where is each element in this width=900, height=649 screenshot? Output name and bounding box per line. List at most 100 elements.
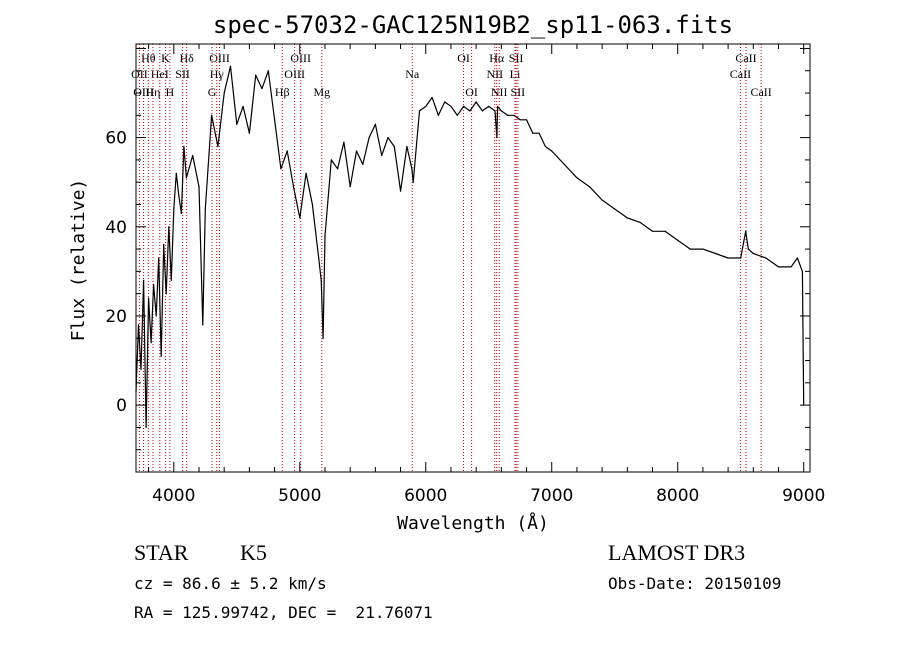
spectrum-point-58 (406, 145, 408, 148)
x-tick-label-6000: 6000 (404, 486, 447, 506)
spectrum-point-26 (217, 145, 219, 148)
chart-title: spec-57032-GAC125N19B2_sp11-063.fits (213, 11, 733, 39)
spectrum-point-14 (170, 279, 172, 281)
spectrum-point-50 (355, 150, 358, 152)
spectrum-point-79 (519, 119, 521, 121)
spectrum-point-80 (525, 119, 528, 121)
spectrum-point-54 (381, 154, 383, 157)
spectrum-point-3 (142, 279, 145, 281)
spectrum-point-61 (418, 110, 421, 112)
spectrum-point-32 (255, 74, 257, 76)
spectrum-point-15 (173, 208, 175, 210)
spectrum-point-43 (320, 279, 322, 281)
spectrum-point-97 (714, 252, 717, 255)
spectrum-line-0 (135, 65, 805, 428)
line-label-13: OIII (284, 67, 305, 81)
line-label-27: CaII (750, 85, 771, 99)
spectrum-point-106 (796, 257, 799, 259)
spectrum-point-8 (155, 315, 157, 317)
spectrum-point-17 (178, 194, 180, 197)
emission-line-markers: Hθ OII OIII K HeI Hη H Hδ SII OIII Hγ G OIII OIII Hβ Mg… (131, 44, 772, 472)
line-label-10: Hγ (210, 67, 225, 81)
spectrum-point-74 (496, 137, 498, 139)
spectrum-point-33 (261, 87, 263, 90)
spectrum-point-11 (163, 244, 165, 246)
spectrum-point-36 (280, 168, 282, 170)
line-label-0: Hθ (141, 51, 156, 65)
spectrum-point-30 (242, 105, 244, 108)
y-tick-label-20: 20 (105, 307, 127, 327)
spectrum-point-64 (437, 114, 439, 116)
spectrum-point-63 (431, 96, 433, 99)
line-label-1: OII (131, 67, 148, 81)
spectrum-point-47 (336, 168, 339, 170)
spectrum-point-28 (229, 65, 232, 67)
spectrum-point-71 (481, 110, 484, 112)
spectrum-point-68 (462, 105, 465, 108)
spectrum-point-29 (236, 123, 238, 125)
spectrum-point-20 (185, 177, 187, 179)
x-tick-label-9000: 9000 (782, 486, 825, 506)
spectrum-point-73 (494, 110, 496, 112)
spectrum-point-46 (330, 159, 332, 161)
spectrum-point-65 (444, 101, 446, 103)
spectrum-point-66 (450, 105, 452, 108)
line-label-7: Hδ (179, 51, 194, 65)
spectrum-point-84 (551, 150, 553, 152)
line-label-6: H (166, 85, 175, 99)
spectrum-point-18 (180, 212, 182, 215)
spectrum-point-100 (745, 230, 747, 232)
spectrum-point-81 (532, 132, 534, 134)
spectrum-point-6 (150, 342, 152, 344)
line-label-12: OIII (290, 51, 311, 65)
x-axis-label: Wavelength (Å) (397, 512, 549, 534)
spectrum-point-19 (183, 145, 185, 148)
spectrum-point-93 (664, 230, 666, 232)
survey-name: LAMOST DR3 (608, 540, 746, 565)
spectrum-point-51 (362, 163, 364, 165)
line-label-17: OI (457, 51, 470, 65)
line-label-3: K (161, 51, 170, 65)
spectrum-point-94 (677, 239, 679, 241)
spectrum-point-45 (324, 235, 326, 237)
x-tick-label-7000: 7000 (530, 486, 573, 506)
spectrum-point-107 (801, 270, 804, 272)
spectrum-point-72 (488, 105, 490, 108)
spectrum-point-104 (777, 266, 780, 268)
line-label-26: CaII (730, 67, 751, 81)
object-subclass: K5 (240, 540, 267, 565)
spectrum-point-99 (740, 257, 742, 259)
spectrum-point-40 (305, 172, 307, 174)
x-tick-label-8000: 8000 (656, 486, 699, 506)
y-axis: 0 20 40 60 (105, 47, 810, 451)
object-class: STAR (134, 540, 189, 565)
spectrum-point-95 (689, 248, 691, 250)
coordinates-readout: RA = 125.99742, DEC = 21.76071 (134, 603, 433, 622)
y-tick-label-60: 60 (105, 129, 127, 149)
line-label-23: NII (491, 85, 508, 99)
x-tick-label-5000: 5000 (278, 486, 321, 506)
line-label-19: Hα (489, 51, 505, 65)
line-label-18: OI (465, 85, 478, 99)
spectrum-point-62 (425, 105, 427, 108)
line-label-25: CaII (735, 51, 756, 65)
spectrum-point-53 (374, 123, 376, 125)
spectrum-point-49 (349, 186, 351, 188)
spectrum-point-12 (165, 293, 167, 295)
spectrum-point-82 (538, 132, 540, 134)
spectrum-point-48 (343, 141, 345, 143)
line-label-21: NII (486, 67, 503, 81)
spectrum-point-42 (318, 257, 320, 259)
spectrum-point-77 (507, 114, 509, 116)
spectrum-point-9 (158, 257, 160, 259)
x-tick-label-4000: 4000 (152, 486, 195, 506)
spectrum-point-10 (160, 355, 162, 357)
spectrum-point-38 (292, 186, 295, 188)
line-label-15: Mg (313, 85, 330, 99)
spectrum-point-70 (475, 101, 477, 103)
line-label-4: HeI (151, 67, 169, 81)
line-label-9: OIII (209, 51, 230, 65)
spectrum-point-44 (322, 337, 324, 339)
spectrum-point-90 (626, 217, 628, 219)
spectrum-point-96 (702, 248, 704, 250)
